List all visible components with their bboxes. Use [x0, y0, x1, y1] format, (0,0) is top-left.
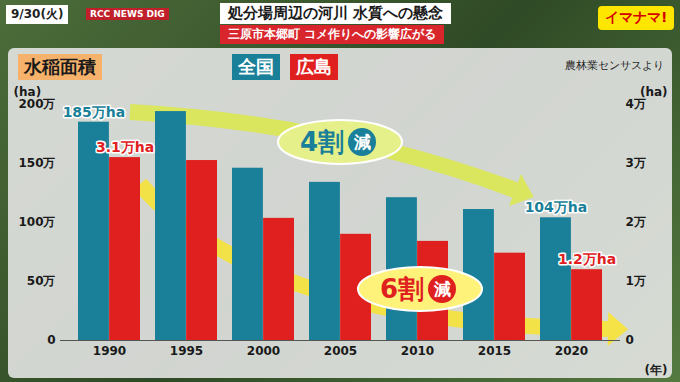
svg-text:2015: 2015 [478, 344, 511, 358]
svg-text:50万: 50万 [27, 274, 56, 288]
svg-text:2010: 2010 [401, 344, 434, 358]
svg-text:1万: 1万 [626, 274, 646, 288]
svg-text:(ha): (ha) [640, 85, 668, 99]
svg-text:2005: 2005 [324, 344, 357, 358]
svg-text:減: 減 [353, 132, 371, 152]
svg-text:2000: 2000 [247, 344, 280, 358]
html-text:RCC NEWS DIG: RCC NEWS DIG [90, 9, 165, 19]
html-text:イマナマ!: イマナマ! [605, 9, 668, 25]
svg-text:0: 0 [626, 333, 634, 347]
svg-text:1.2万ha: 1.2万ha [558, 251, 616, 267]
html-text:三原市本郷町 コメ作りへの影響広がる: 三原市本郷町 コメ作りへの影響広がる [228, 27, 437, 41]
html-text:水稲面積: 水稲面積 [24, 56, 96, 77]
svg-text:100万: 100万 [18, 215, 55, 229]
svg-text:104万ha: 104万ha [525, 199, 588, 215]
svg-text:減: 減 [433, 279, 451, 299]
svg-text:2020: 2020 [555, 344, 588, 358]
svg-text:3万: 3万 [626, 156, 646, 170]
svg-text:2万: 2万 [626, 215, 646, 229]
svg-text:150万: 150万 [18, 156, 55, 170]
svg-text:(年): (年) [645, 363, 668, 377]
svg-text:(ha): (ha) [14, 85, 42, 99]
svg-text:3.1万ha: 3.1万ha [96, 139, 154, 155]
svg-text:185万ha: 185万ha [63, 104, 126, 120]
html-text:全国: 全国 [238, 56, 274, 77]
html-text:9/30(火): 9/30(火) [11, 7, 64, 21]
svg-text:4万: 4万 [626, 97, 646, 111]
html-text:広島: 広島 [296, 56, 332, 77]
svg-text:4割: 4割 [300, 127, 344, 157]
html-text:処分場周辺の河川 水質への懸念: 処分場周辺の河川 水質への懸念 [228, 4, 444, 22]
svg-text:1990: 1990 [93, 344, 126, 358]
svg-text:1995: 1995 [170, 344, 203, 358]
svg-text:6割: 6割 [380, 274, 424, 304]
svg-text:0: 0 [47, 333, 55, 347]
svg-text:200万: 200万 [18, 97, 55, 111]
html-text:農林業センサスより: 農林業センサスより [565, 59, 664, 72]
